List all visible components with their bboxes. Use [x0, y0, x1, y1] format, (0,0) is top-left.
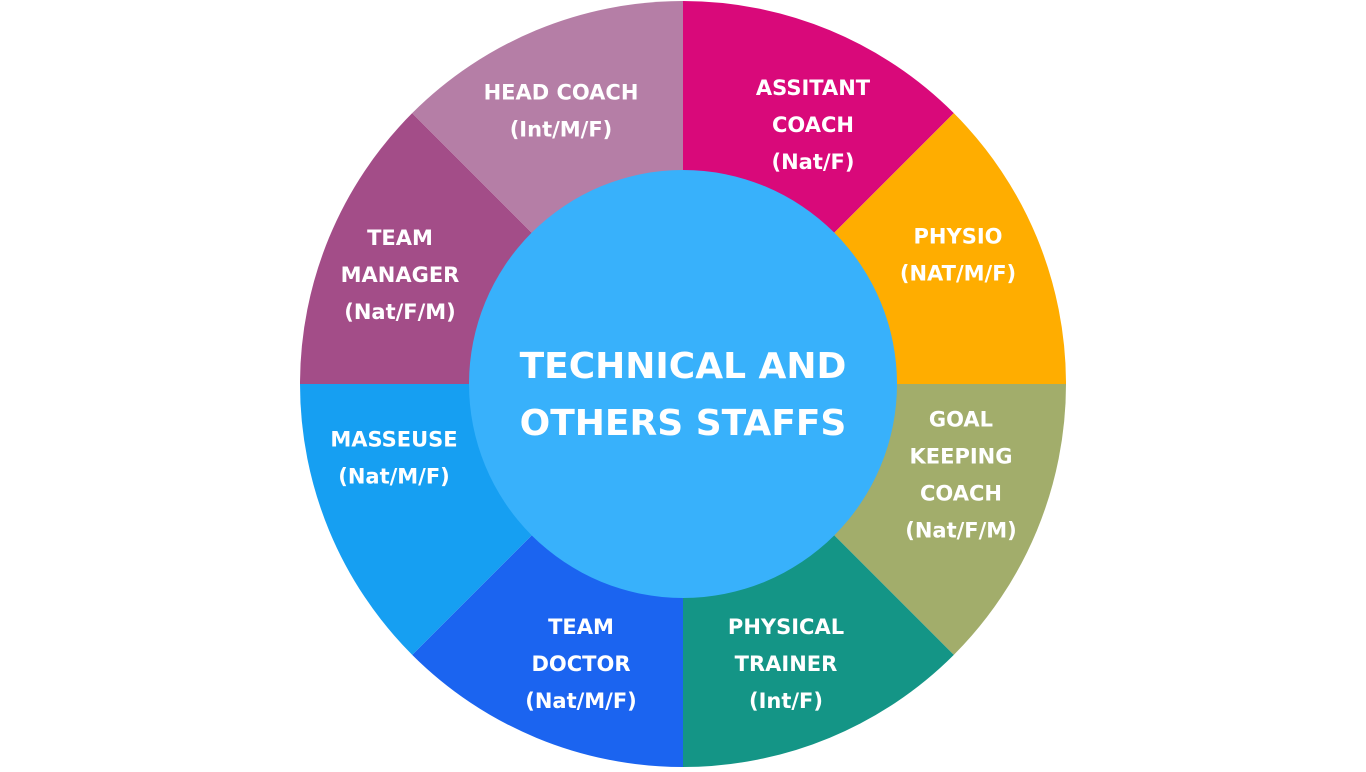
- segment-label-line: PHYSICAL: [728, 615, 844, 639]
- segment-label-line: (Nat/F/M): [905, 519, 1017, 543]
- segment-label-5: MASSEUSE (Nat/M/F): [330, 428, 457, 489]
- segment-label-line: (Nat/F): [772, 150, 855, 174]
- segment-label-line: TEAM: [367, 226, 433, 250]
- segment-label-line: (Int/F): [749, 689, 823, 713]
- segment-label-3: PHYSICAL TRAINER (Int/F): [728, 615, 844, 713]
- segment-label-line: (Nat/M/F): [338, 465, 450, 489]
- segment-label-line: (Nat/M/F): [525, 689, 637, 713]
- segment-label-line: TRAINER: [735, 652, 838, 676]
- segment-label-line: DOCTOR: [531, 652, 630, 676]
- segment-label-2: GOAL KEEPING COACH (Nat/F/M): [905, 408, 1017, 543]
- segment-label-7: HEAD COACH (Int/M/F): [484, 81, 639, 142]
- segment-label-line: (Int/M/F): [510, 118, 613, 142]
- center-circle: [469, 170, 897, 598]
- labels-layer: ASSITANT COACH (Nat/F) PHYSIO (NAT/M/F) GOAL K…: [330, 76, 1016, 713]
- center-title: TECHNICAL AND OTHERS STAFFS: [520, 346, 847, 444]
- segment-label-0: ASSITANT COACH (Nat/F): [756, 76, 871, 174]
- segment-label-line: KEEPING: [910, 445, 1013, 469]
- segment-label-6: TEAM MANAGER (Nat/F/M): [341, 226, 460, 324]
- segment-label-line: COACH: [920, 482, 1002, 506]
- segment-label-line: PHYSIO: [914, 225, 1003, 249]
- segment-label-line: TEAM: [548, 615, 614, 639]
- center-title-line: TECHNICAL AND: [520, 346, 847, 387]
- segment-label-line: (Nat/F/M): [344, 300, 456, 324]
- segment-label-line: MANAGER: [341, 263, 460, 287]
- segment-label-line: ASSITANT: [756, 76, 871, 100]
- segment-label-line: GOAL: [929, 408, 993, 432]
- center-title-line: OTHERS STAFFS: [520, 403, 847, 444]
- segment-label-4: TEAM DOCTOR (Nat/M/F): [525, 615, 637, 713]
- segment-label-line: HEAD COACH: [484, 81, 639, 105]
- segment-label-line: MASSEUSE: [330, 428, 457, 452]
- segment-label-line: COACH: [772, 113, 854, 137]
- segment-label-1: PHYSIO (NAT/M/F): [900, 225, 1016, 286]
- segment-label-line: (NAT/M/F): [900, 262, 1016, 286]
